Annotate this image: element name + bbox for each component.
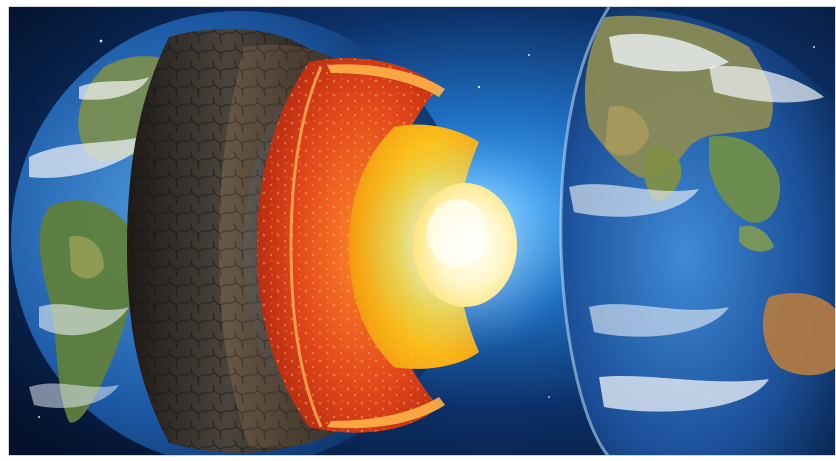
earth-cutaway-svg: [9, 7, 835, 455]
earth-layers-illustration: [8, 6, 836, 456]
right-earth-hemisphere: [559, 7, 835, 455]
